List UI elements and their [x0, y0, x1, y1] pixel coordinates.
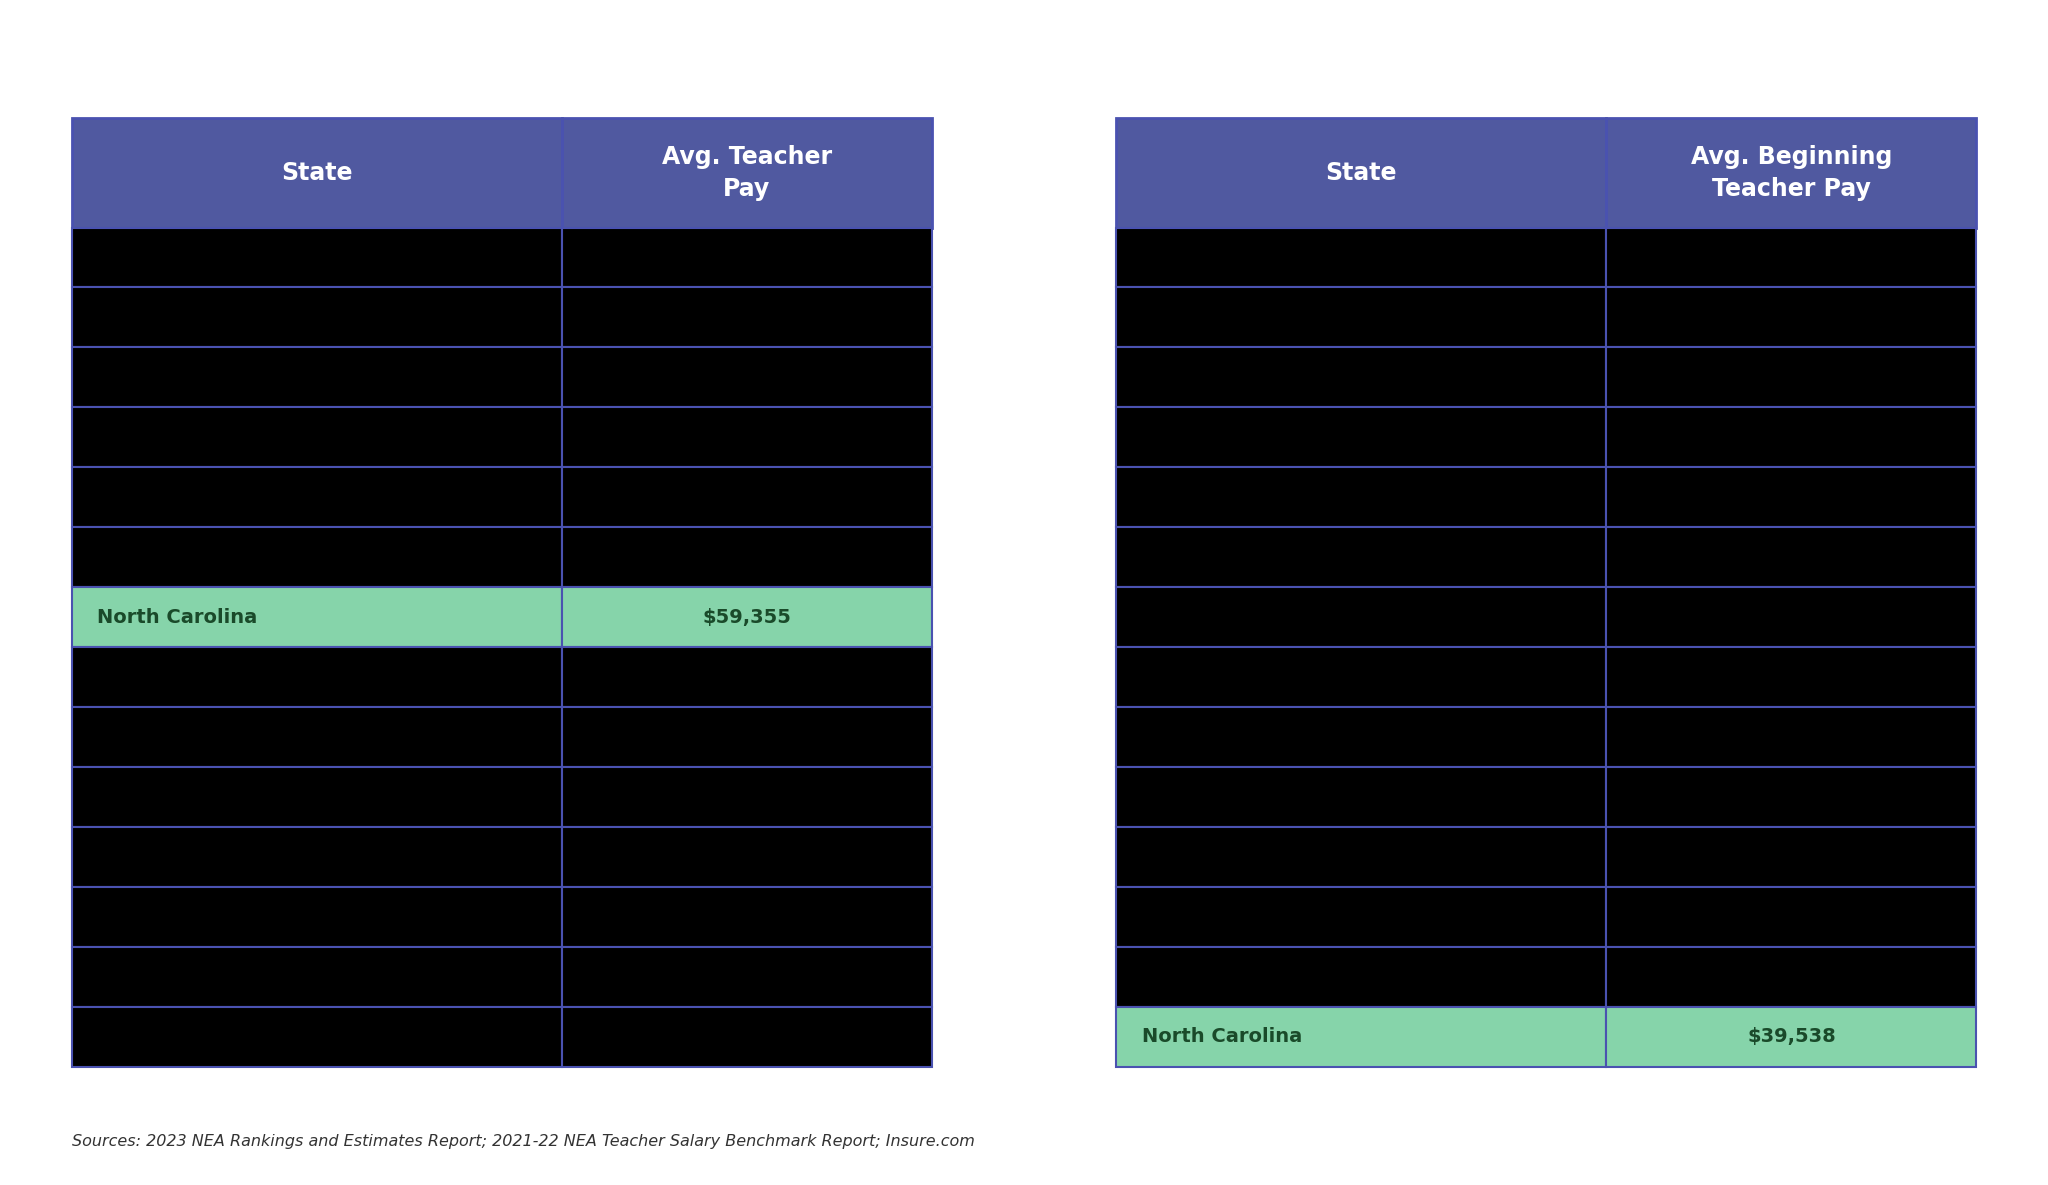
Bar [1116, 408, 1606, 467]
Text: State: State [1325, 161, 1397, 185]
Bar [561, 118, 932, 228]
Bar [1116, 886, 1606, 947]
Bar [1606, 886, 1976, 947]
Bar [72, 118, 561, 228]
Bar [72, 647, 561, 707]
Bar [1606, 1006, 1976, 1066]
Bar [561, 587, 932, 647]
Bar [1606, 827, 1976, 886]
Bar [1116, 827, 1606, 886]
Bar [72, 527, 561, 587]
Bar [1116, 288, 1606, 347]
Bar [1116, 707, 1606, 767]
Bar [1606, 707, 1976, 767]
Bar [1116, 347, 1606, 408]
Bar [1606, 288, 1976, 347]
Bar [561, 408, 932, 467]
Text: $59,355: $59,355 [702, 608, 791, 627]
Bar [72, 347, 561, 408]
Bar [1116, 587, 1606, 647]
Bar [72, 767, 561, 827]
Bar [72, 827, 561, 886]
Text: Avg. Teacher
Pay: Avg. Teacher Pay [662, 146, 831, 200]
Bar [561, 707, 932, 767]
Bar [72, 587, 561, 647]
Bar [1116, 647, 1606, 707]
Bar [1116, 1006, 1606, 1066]
Bar [72, 228, 561, 288]
Bar [1606, 527, 1976, 587]
Text: $39,538: $39,538 [1747, 1027, 1835, 1046]
Bar [72, 408, 561, 467]
Bar [72, 707, 561, 767]
Bar [1606, 408, 1976, 467]
Bar [561, 527, 932, 587]
Bar [1116, 228, 1606, 288]
Text: North Carolina: North Carolina [1143, 1027, 1303, 1046]
Bar [72, 947, 561, 1006]
Bar [1606, 767, 1976, 827]
Bar [1606, 467, 1976, 527]
Bar [1116, 767, 1606, 827]
Bar [1116, 527, 1606, 587]
Text: North Carolina: North Carolina [98, 608, 258, 627]
Bar [561, 886, 932, 947]
Text: State: State [281, 161, 352, 185]
Bar [561, 228, 932, 288]
Bar [561, 947, 932, 1006]
Bar [72, 886, 561, 947]
Bar [1116, 947, 1606, 1006]
Bar [1116, 467, 1606, 527]
Bar [561, 347, 932, 408]
Bar [1116, 118, 1606, 228]
Bar [72, 1006, 561, 1066]
Bar [1606, 647, 1976, 707]
Bar [1606, 587, 1976, 647]
Bar [561, 288, 932, 347]
Bar [561, 767, 932, 827]
Bar [72, 288, 561, 347]
Text: Sources: 2023 NEA Rankings and Estimates Report; 2021-22 NEA Teacher Salary Benc: Sources: 2023 NEA Rankings and Estimates… [72, 1134, 975, 1149]
Bar [561, 1006, 932, 1066]
Bar [1606, 118, 1976, 228]
Bar [72, 467, 561, 527]
Bar [561, 647, 932, 707]
Bar [561, 827, 932, 886]
Bar [1606, 347, 1976, 408]
Bar [1606, 228, 1976, 288]
Bar [561, 467, 932, 527]
Text: Avg. Beginning
Teacher Pay: Avg. Beginning Teacher Pay [1692, 146, 1892, 200]
Bar [1606, 947, 1976, 1006]
